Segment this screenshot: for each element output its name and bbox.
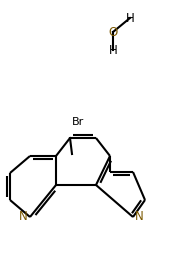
Text: N: N <box>19 211 28 224</box>
Text: N: N <box>135 211 144 224</box>
Text: H: H <box>109 44 117 57</box>
Text: Br: Br <box>72 117 84 127</box>
Text: H: H <box>126 11 134 24</box>
Text: O: O <box>108 26 118 39</box>
